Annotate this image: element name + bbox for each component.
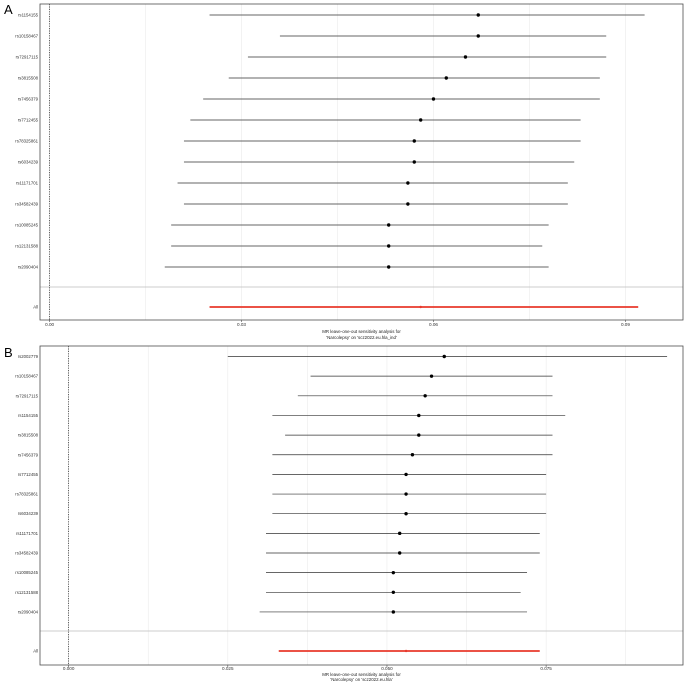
estimate-point — [391, 590, 396, 594]
x-tick-label: 0.00 — [45, 322, 54, 327]
snp-label: rs12131588 — [15, 590, 38, 595]
estimate-point — [417, 413, 421, 418]
estimate-point — [386, 223, 391, 227]
snp-label: rs11171701 — [16, 531, 39, 536]
snp-label: rs3815508 — [18, 433, 39, 438]
snp-label: rs78325861 — [15, 139, 38, 144]
x-tick-label: 0.03 — [237, 322, 246, 327]
snp-label: rs10085245 — [15, 223, 38, 228]
snp-label: rs11171701 — [16, 181, 39, 186]
x-tick-label: 0.025 — [222, 666, 234, 671]
estimate-point — [476, 13, 480, 17]
estimate-point — [431, 97, 436, 101]
x-tick-label: 0.050 — [381, 666, 393, 671]
snp-label: rs72917115 — [16, 55, 39, 60]
estimate-point — [404, 472, 408, 477]
snp-label: rs7712455 — [18, 472, 39, 477]
estimate-point — [406, 181, 410, 185]
estimate-point — [476, 34, 480, 38]
snp-label: rs34582439 — [15, 202, 38, 207]
estimate-point — [444, 76, 448, 80]
estimate-point — [412, 160, 416, 164]
estimate-point — [423, 394, 427, 398]
x-tick-label: 0.06 — [429, 322, 438, 327]
estimate-point — [417, 433, 421, 437]
snp-label: rs12131588 — [15, 244, 38, 249]
snp-label: rs2002779 — [18, 354, 39, 359]
all-label: All — [33, 649, 38, 654]
estimate-point — [429, 374, 434, 378]
estimate-point — [386, 265, 391, 269]
x-axis-title-line1: MR leave-one-out sensitivity analysis fo… — [322, 672, 401, 677]
snp-label: rs2090404 — [18, 609, 39, 614]
estimate-point — [418, 118, 423, 122]
all-label: All — [33, 305, 38, 310]
snp-label: rs1154155 — [18, 413, 39, 418]
estimate-point — [442, 354, 446, 359]
estimate-point — [404, 512, 408, 516]
x-axis-title-line2: 'Narcolepsy' on 'scz2022.eu.hla' — [330, 677, 392, 682]
snp-label: rs1154155 — [18, 13, 39, 18]
snp-label: rs72917115 — [16, 393, 39, 398]
estimate-point — [412, 139, 416, 143]
panel-border — [39, 3, 684, 321]
snp-label: rs7456379 — [18, 97, 39, 102]
estimate-point — [406, 202, 410, 206]
snp-label: rs10085245 — [15, 570, 38, 575]
snp-label: rs3815508 — [18, 76, 39, 81]
x-tick-label: 0.09 — [621, 322, 630, 327]
estimate-point — [386, 244, 391, 248]
x-tick-label: 0.075 — [540, 666, 552, 671]
estimate-point — [391, 610, 396, 614]
snp-label: rs7456379 — [18, 452, 39, 457]
snp-label: rs6034239 — [18, 511, 39, 516]
x-axis-title-line2: 'Narcolepsy' on 'scz2022.eu.hla_ind' — [326, 335, 397, 340]
estimate-point — [463, 55, 468, 59]
snp-label: rs34582439 — [15, 551, 38, 556]
estimate-point — [397, 531, 402, 536]
snp-label: rs10158467 — [15, 374, 38, 379]
estimate-point — [404, 492, 408, 496]
panel-tag: A — [4, 2, 13, 17]
all-estimate-point — [419, 305, 422, 309]
snp-label: rs7712455 — [18, 118, 39, 123]
estimate-point — [397, 551, 402, 555]
estimate-point — [410, 453, 415, 457]
snp-label: rs10158467 — [15, 34, 38, 39]
snp-label: rs2090404 — [18, 265, 39, 270]
panel-border — [39, 345, 684, 666]
estimate-point — [391, 570, 396, 575]
panel-tag: B — [4, 345, 13, 360]
x-axis-title-line1: MR leave-one-out sensitivity analysis fo… — [322, 329, 401, 334]
snp-label: rs6034239 — [18, 160, 39, 165]
plot-background — [40, 346, 683, 665]
x-tick-label: 0.000 — [63, 666, 75, 671]
snp-label: rs78325861 — [15, 492, 38, 497]
all-estimate-point — [404, 649, 408, 653]
